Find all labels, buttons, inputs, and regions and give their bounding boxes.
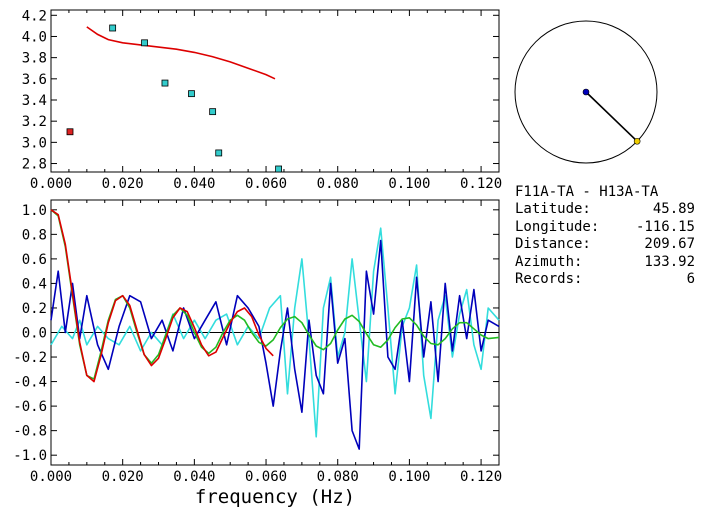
top-x-tick-label: 0.000 [30,176,72,192]
velocity-point [66,128,74,136]
velocity-point [161,79,169,87]
top-y-tick-label: 3.4 [22,93,47,109]
latitude-label: Latitude: [515,201,591,218]
trace-red [50,209,274,383]
longitude-label: Longitude: [515,218,600,235]
dial-circle [514,20,658,164]
trace-green [50,209,500,380]
azimuth-label: Azimuth: [515,253,583,270]
bottom-x-tick-label: 0.120 [460,469,502,485]
velocity-point [109,24,117,32]
azimuth-row: Azimuth: 133.92 [515,254,695,271]
bottom-y-tick-label: 0.8 [22,227,47,243]
velocity-point [209,108,217,116]
top-x-tick-label: 0.100 [388,176,430,192]
velocity-point [188,90,195,98]
latitude-value: 45.89 [652,201,695,218]
top-x-tick-label: 0.020 [102,176,144,192]
top-y-tick-label: 4.0 [22,29,47,45]
station-info-panel: F11A-TA - H13A-TA Latitude: 45.89 Longit… [515,184,695,288]
records-row: Records: 6 [515,271,695,288]
station-pair: F11A-TA - H13A-TA [515,184,659,200]
bottom-x-tick-label: 0.080 [317,469,359,485]
bottom-y-tick-label: -0.8 [13,424,47,440]
bottom-y-tick-label: 0.0 [22,326,47,342]
longitude-row: Longitude: -116.15 [515,219,695,236]
velocity-plot: 0.000 0.020 0.040 0.060 0.080 0.100 0.120 2.8 3.… [22,8,502,192]
bottom-y-tick-label: -1.0 [13,448,47,464]
top-y-tick-label: 3.6 [22,72,47,88]
azimuth-value: 133.92 [644,253,695,270]
top-x-tick-label: 0.040 [173,176,215,192]
top-x-tick-label: 0.060 [245,176,287,192]
bottom-x-tick-label: 0.000 [30,469,72,485]
longitude-value: -116.15 [635,218,695,235]
top-x-tick-label: 0.120 [460,176,502,192]
velocity-point [141,39,148,47]
target-dot [633,137,641,145]
top-y-tick-label: 2.8 [22,157,47,173]
distance-value: 209.67 [644,236,695,253]
bottom-y-tick-label: 1.0 [22,203,47,219]
bottom-y-tick-label: -0.2 [13,350,47,366]
latitude-row: Latitude: 45.89 [515,201,695,218]
bottom-x-tick-label: 0.020 [102,469,144,485]
bottom-x-tick-label: 0.100 [388,469,430,485]
bottom-y-tick-label: 0.4 [22,276,47,292]
bottom-y-tick-label: 0.6 [22,252,47,268]
trace-blue [50,239,500,450]
x-axis-label: frequency (Hz) [195,486,355,508]
trace-cyan [50,227,500,438]
distance-row: Distance: 209.67 [515,236,695,253]
top-y-tick-label: 3.0 [22,135,47,151]
top-y-tick-label: 3.8 [22,51,47,67]
velocity-point [215,149,223,157]
dispersion-curve [86,26,276,80]
bottom-x-tick-label: 0.040 [173,469,215,485]
records-label: Records: [515,271,583,288]
bottom-y-tick-label: -0.6 [13,399,47,415]
top-x-tick-label: 0.080 [317,176,359,192]
bottom-y-tick-label: -0.4 [13,375,47,391]
bottom-x-tick-label: 0.060 [245,469,287,485]
top-y-tick-label: 4.2 [22,8,47,24]
station-dot [582,88,590,96]
velocity-point [275,165,282,173]
bottom-y-tick-label: 0.2 [22,301,47,317]
distance-label: Distance: [515,236,591,253]
azimuth-dial [514,20,658,164]
azimuth-line [585,91,638,142]
correlation-plot: 0.000 0.020 0.040 0.060 0.080 0.100 0.120 1.0 0.… [13,199,502,485]
top-y-tick-label: 3.2 [22,114,47,130]
top-frame [50,9,500,173]
records-value: 6 [686,271,695,288]
